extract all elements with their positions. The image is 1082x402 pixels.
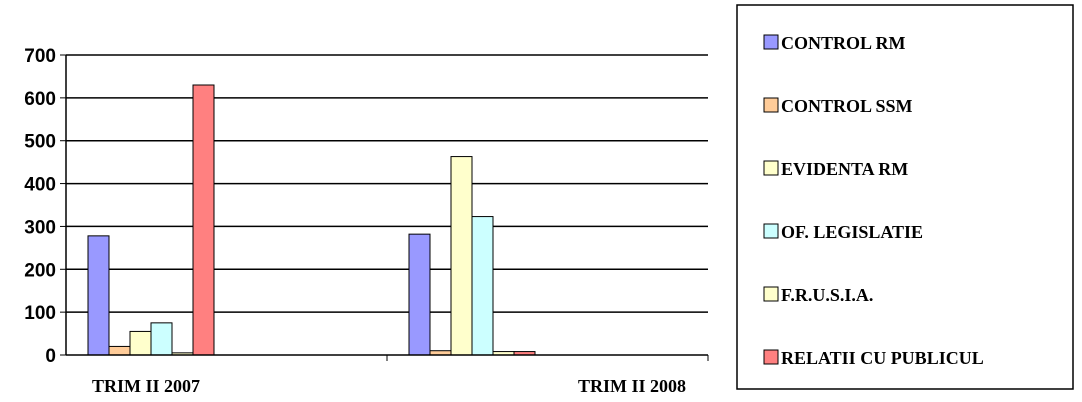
y-tick-label: 500 bbox=[24, 132, 56, 153]
y-axis-tick-labels: 0 100 200 300 400 500 600 700 bbox=[24, 46, 56, 367]
y-tick-label: 200 bbox=[24, 260, 56, 281]
y-tick-label: 300 bbox=[24, 217, 56, 238]
bar-evidenta-rm-0 bbox=[129, 330, 152, 356]
legend: CONTROL RM CONTROL SSM EVIDENTA RM OF. LEGI… bbox=[736, 4, 1074, 390]
gridlines bbox=[66, 54, 708, 313]
bar-evidenta-rm-1 bbox=[450, 156, 473, 356]
y-tick-label: 100 bbox=[24, 303, 56, 324]
legend-swatch bbox=[763, 223, 779, 239]
bar-control-rm-1 bbox=[408, 233, 431, 356]
y-tick-label: 600 bbox=[24, 89, 56, 110]
legend-box bbox=[736, 4, 1074, 390]
legend-label: F.R.U.S.I.A. bbox=[781, 285, 873, 305]
bar-relatii-cu-publicul-0 bbox=[192, 84, 215, 356]
legend-label: CONTROL RM bbox=[781, 33, 906, 53]
bar-control-rm-0 bbox=[87, 235, 110, 356]
legend-swatch bbox=[763, 160, 779, 176]
legend-swatch bbox=[763, 349, 779, 365]
legend-label: EVIDENTA RM bbox=[781, 159, 908, 179]
y-tick-label: 700 bbox=[24, 46, 56, 67]
bar-of-legislatie-1 bbox=[471, 216, 494, 356]
legend-swatch bbox=[763, 34, 779, 50]
y-tick-label: 400 bbox=[24, 175, 56, 196]
legend-swatch bbox=[763, 97, 779, 113]
bar-control-ssm-0 bbox=[108, 345, 131, 356]
bar-of-legislatie-0 bbox=[150, 322, 173, 356]
y-tick-label: 0 bbox=[45, 346, 56, 367]
axes bbox=[60, 54, 709, 361]
x-tick-label: TRIM II 2007 bbox=[92, 376, 200, 396]
legend-label: RELATII CU PUBLICUL bbox=[781, 348, 984, 368]
legend-label: CONTROL SSM bbox=[781, 96, 913, 116]
legend-label: OF. LEGISLATIE bbox=[781, 222, 923, 242]
bars bbox=[87, 84, 536, 356]
legend-swatch bbox=[763, 286, 779, 302]
x-tick-label: TRIM II 2008 bbox=[578, 376, 686, 396]
x-axis-tick-labels: TRIM II 2007 TRIM II 2008 bbox=[92, 376, 686, 396]
